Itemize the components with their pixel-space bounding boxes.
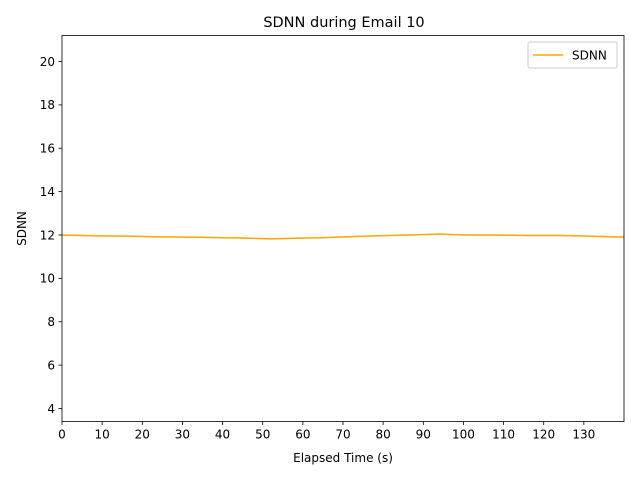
x-tick-label: 120 xyxy=(532,428,555,442)
x-tick-label: 20 xyxy=(135,428,150,442)
y-tick-label: 12 xyxy=(40,228,55,242)
sdnn-series-line xyxy=(61,233,625,240)
y-axis-label: SDNN xyxy=(15,211,29,246)
x-tick-label: 50 xyxy=(255,428,270,442)
y-tick-label: 18 xyxy=(40,98,55,112)
x-tick-label: 70 xyxy=(335,428,350,442)
legend: SDNN xyxy=(527,41,618,69)
x-tick-label: 10 xyxy=(95,428,110,442)
x-axis-ticks: 0 10 20 30 40 50 60 70 80 90 100 110 120 130 xyxy=(58,421,595,442)
y-tick-label: 14 xyxy=(40,185,55,199)
y-tick-label: 6 xyxy=(47,358,55,372)
y-tick-label: 4 xyxy=(47,402,55,416)
y-tick-label: 8 xyxy=(47,315,55,329)
x-tick-label: 110 xyxy=(492,428,515,442)
x-tick-label: 100 xyxy=(452,428,475,442)
x-tick-label: 80 xyxy=(376,428,391,442)
x-tick-label: 40 xyxy=(215,428,230,442)
x-tick-label: 30 xyxy=(175,428,190,442)
legend-label-sdnn: SDNN xyxy=(572,49,607,63)
x-tick-label: 0 xyxy=(58,428,66,442)
x-axis-label: Elapsed Time (s) xyxy=(293,451,393,465)
x-tick-label: 90 xyxy=(416,428,431,442)
y-tick-label: 16 xyxy=(40,142,55,156)
legend-box xyxy=(527,41,618,69)
y-tick-label: 20 xyxy=(40,55,55,69)
x-tick-label: 60 xyxy=(295,428,310,442)
y-axis-ticks: 4 6 8 10 12 14 16 18 20 xyxy=(40,55,62,416)
chart-title: SDNN during Email 10 xyxy=(263,15,424,31)
plot-area-frame xyxy=(61,35,625,422)
y-tick-label: 10 xyxy=(40,272,55,286)
x-tick-label: 130 xyxy=(572,428,595,442)
